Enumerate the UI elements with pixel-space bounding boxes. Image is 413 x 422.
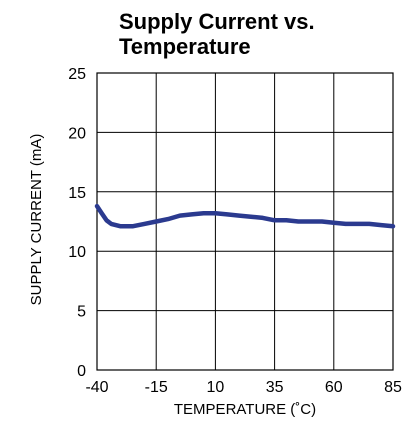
chart-title-line-2: Temperature — [119, 34, 251, 59]
x-tick-labels: -40 -15 10 35 60 85 — [85, 379, 402, 396]
x-tick-label: -40 — [85, 379, 108, 396]
x-tick-label: -15 — [145, 379, 168, 396]
chart-title-line-1: Supply Current vs. — [119, 9, 315, 34]
y-tick-label: 10 — [68, 244, 86, 261]
x-axis-label: TEMPERATURE (˚C) — [174, 401, 316, 418]
x-tick-label: 35 — [266, 379, 284, 396]
data-series — [94, 203, 396, 229]
x-tick-label: 60 — [325, 379, 343, 396]
y-tick-label: 25 — [68, 66, 86, 83]
x-tick-label: 10 — [207, 379, 225, 396]
chart-grid — [96, 72, 394, 371]
y-tick-label: 0 — [77, 363, 86, 380]
y-tick-label: 15 — [68, 185, 86, 202]
plot-frame — [96, 72, 394, 371]
y-axis-label: SUPPLY CURRENT (mA) — [28, 134, 45, 306]
series-line — [94, 203, 396, 229]
x-tick-label: 85 — [384, 379, 402, 396]
y-tick-label: 5 — [77, 304, 86, 321]
y-tick-labels: 0 5 10 15 20 25 — [68, 66, 86, 380]
y-tick-label: 20 — [68, 125, 86, 142]
